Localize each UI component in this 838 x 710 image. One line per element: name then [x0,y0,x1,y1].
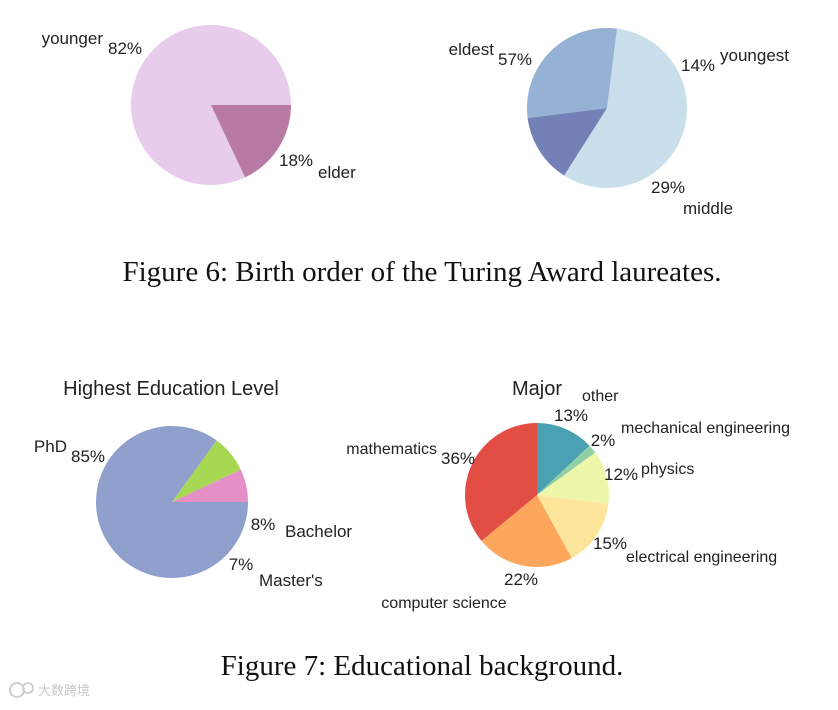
pct-middle: 29% [651,178,685,197]
pie-slices [96,425,249,578]
pct-phd: 85% [71,447,105,466]
pct-bachelor: 8% [251,515,276,534]
pct-younger: 82% [108,39,142,58]
watermark-text: 大数跨境 [38,684,90,699]
pie-birth-order-2: younger 82% 18% elder [42,25,356,186]
pie-slice-bachelor [172,440,241,502]
pie-slice-master-s [172,469,248,502]
pct-elder: 18% [279,151,313,170]
pie-slice-eldest [564,28,687,188]
pie-birth-order-3: eldest 57% 14% youngest 29% middle [449,27,789,218]
figure-6-caption: Figure 6: Birth order of the Turing Awar… [123,256,722,288]
pct-masters: 7% [229,555,254,574]
label-elder: elder [318,163,356,182]
pie-major: Major other 13% 2% mechanical engineerin… [346,378,790,612]
pie-slices [131,25,291,186]
pie-slice-elder [211,105,291,178]
pie-slice-other [537,423,590,495]
pie-slices [465,423,609,567]
label-other: other [582,388,619,405]
label-younger: younger [42,29,104,48]
label-computer-science: computer science [381,595,506,612]
pie-slice-younger [131,25,291,186]
chart-title-major: Major [512,378,562,400]
pct-youngest: 14% [681,56,715,75]
label-mathematics: mathematics [346,441,437,458]
pie-slice-mechanical-engineering [537,445,596,495]
pie-slice-youngest [527,108,607,176]
pct-electrical-engineering: 15% [593,534,627,553]
label-phd: PhD [34,437,67,456]
label-electrical-engineering: electrical engineering [626,549,777,566]
pct-other: 13% [554,406,588,425]
watermark: 大数跨境 [9,682,90,699]
pie-slices [526,27,687,188]
label-mechanical-engineering: mechanical engineering [621,420,790,437]
pie-slice-electrical-engineering [537,495,609,559]
pct-physics: 12% [604,465,638,484]
pct-mathematics: 36% [441,449,475,468]
pct-eldest: 57% [498,50,532,69]
pie-slice-computer-science [481,495,572,567]
label-physics: physics [641,461,694,478]
label-middle: middle [683,199,733,218]
pie-slice-phd [96,425,249,578]
watermark-logo-icon [9,682,34,698]
label-youngest: youngest [720,46,789,65]
pct-mechanical-engineering: 2% [591,431,616,450]
pie-slice-physics [537,452,609,505]
label-masters: Master's [259,571,323,590]
pie-slice-mathematics [465,423,537,541]
figure-7-caption: Figure 7: Educational background. [221,650,624,682]
pct-computer-science: 22% [504,570,538,589]
label-bachelor: Bachelor [285,522,352,541]
chart-title-education: Highest Education Level [63,378,279,400]
pie-slice-middle [526,27,618,119]
label-eldest: eldest [449,40,495,59]
pie-education-level: Highest Education Level PhD 85% 8% Bache… [34,378,353,590]
